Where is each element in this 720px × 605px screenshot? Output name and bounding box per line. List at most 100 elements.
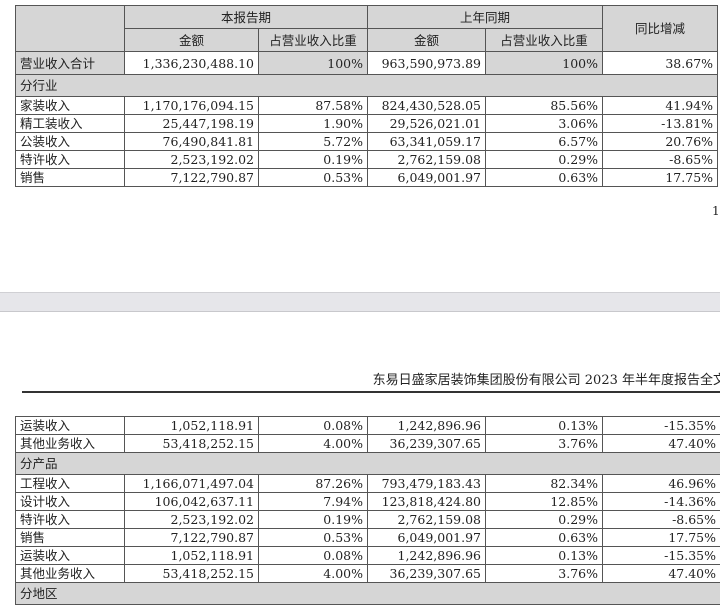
- cell-label: 特许收入: [16, 511, 125, 529]
- cell-label: 运装收入: [16, 417, 125, 435]
- cell-yoy: -8.65%: [603, 511, 720, 529]
- cell-yoy: 20.76%: [603, 133, 718, 151]
- cell-cur: 53,418,252.15: [125, 565, 259, 583]
- cell-prev-pct: 0.29%: [486, 511, 603, 529]
- cell-prev-pct: 6.57%: [486, 133, 603, 151]
- cell-cur: 53,418,252.15: [125, 435, 259, 453]
- cell-label: 其他业务收入: [16, 565, 125, 583]
- cell-prev: 63,341,059.17: [368, 133, 486, 151]
- cell-prev-pct: 85.56%: [486, 97, 603, 115]
- cell-label: 销售: [16, 529, 125, 547]
- cell-cur-pct: 0.08%: [259, 547, 368, 565]
- cell-yoy: 17.75%: [603, 169, 718, 187]
- cell-prev: 29,526,021.01: [368, 115, 486, 133]
- cell-cur-pct: 0.19%: [259, 511, 368, 529]
- cell-yoy: 47.40%: [603, 435, 720, 453]
- cell-yoy: -8.65%: [603, 151, 718, 169]
- cell-cur: 1,170,176,094.15: [125, 97, 259, 115]
- cell-label: 精工装收入: [16, 115, 125, 133]
- cell-cur: 1,166,071,497.04: [125, 475, 259, 493]
- cell-prev-pct: 0.13%: [486, 547, 603, 565]
- total-prev-pct: 100%: [486, 52, 603, 75]
- cell-cur-pct: 0.08%: [259, 417, 368, 435]
- header-ratio: 占营业收入比重: [486, 29, 603, 52]
- section-by-industry: 分行业: [16, 75, 718, 97]
- header-ratio: 占营业收入比重: [259, 29, 368, 52]
- cell-yoy: -15.35%: [603, 547, 720, 565]
- cell-prev-pct: 3.76%: [486, 435, 603, 453]
- header-amount: 金额: [368, 29, 486, 52]
- cell-cur-pct: 0.53%: [259, 169, 368, 187]
- cell-label: 工程收入: [16, 475, 125, 493]
- cell-label: 设计收入: [16, 493, 125, 511]
- cell-cur-pct: 4.00%: [259, 565, 368, 583]
- cell-prev: 1,242,896.96: [368, 417, 486, 435]
- total-cur: 1,336,230,488.10: [125, 52, 259, 75]
- cell-prev-pct: 12.85%: [486, 493, 603, 511]
- cell-prev: 2,762,159.08: [368, 151, 486, 169]
- cell-cur-pct: 0.19%: [259, 151, 368, 169]
- cell-prev: 123,818,424.80: [368, 493, 486, 511]
- cell-prev: 824,430,528.05: [368, 97, 486, 115]
- cell-cur: 106,042,637.11: [125, 493, 259, 511]
- total-row: 营业收入合计 1,336,230,488.10 100% 963,590,973…: [16, 52, 718, 75]
- cell-prev-pct: 0.63%: [486, 169, 603, 187]
- cell-prev: 793,479,183.43: [368, 475, 486, 493]
- cell-prev: 36,239,307.65: [368, 565, 486, 583]
- cell-cur: 7,122,790.87: [125, 169, 259, 187]
- cell-label: 特许收入: [16, 151, 125, 169]
- header-amount: 金额: [125, 29, 259, 52]
- header-blank: [16, 6, 125, 52]
- cell-label: 家装收入: [16, 97, 125, 115]
- cell-cur-pct: 87.58%: [259, 97, 368, 115]
- total-prev: 963,590,973.89: [368, 52, 486, 75]
- header-prior-period: 上年同期: [368, 6, 603, 29]
- total-cur-pct: 100%: [259, 52, 368, 75]
- cell-cur-pct: 4.00%: [259, 435, 368, 453]
- cell-cur-pct: 87.26%: [259, 475, 368, 493]
- header-yoy: 同比增减: [603, 6, 718, 52]
- cell-prev: 1,242,896.96: [368, 547, 486, 565]
- revenue-table-page1: 本报告期 上年同期 同比增减 金额 占营业收入比重 金额 占营业收入比重 营业收…: [15, 5, 718, 187]
- cell-prev: 6,049,001.97: [368, 529, 486, 547]
- cell-yoy: -14.36%: [603, 493, 720, 511]
- page-number: 1: [712, 204, 720, 218]
- header-rule: [22, 391, 720, 393]
- cell-cur-pct: 0.53%: [259, 529, 368, 547]
- total-label: 营业收入合计: [16, 52, 125, 75]
- cell-prev-pct: 0.13%: [486, 417, 603, 435]
- cell-yoy: 17.75%: [603, 529, 720, 547]
- cell-prev-pct: 0.63%: [486, 529, 603, 547]
- cell-prev: 36,239,307.65: [368, 435, 486, 453]
- cell-yoy: 46.96%: [603, 475, 720, 493]
- cell-label: 其他业务收入: [16, 435, 125, 453]
- total-yoy: 38.67%: [603, 52, 718, 75]
- cell-prev-pct: 82.34%: [486, 475, 603, 493]
- section-by-product: 分产品: [16, 453, 720, 475]
- cell-label: 销售: [16, 169, 125, 187]
- cell-cur-pct: 5.72%: [259, 133, 368, 151]
- cell-prev-pct: 3.76%: [486, 565, 603, 583]
- cell-cur: 76,490,841.81: [125, 133, 259, 151]
- cell-prev: 6,049,001.97: [368, 169, 486, 187]
- cell-prev: 2,762,159.08: [368, 511, 486, 529]
- running-header: 东易日盛家居装饰集团股份有限公司 2023 年半年度报告全文: [373, 369, 720, 388]
- cell-yoy: -15.35%: [603, 417, 720, 435]
- cell-cur: 1,052,118.91: [125, 547, 259, 565]
- cell-label: 运装收入: [16, 547, 125, 565]
- cell-label: 公装收入: [16, 133, 125, 151]
- cell-yoy: -13.81%: [603, 115, 718, 133]
